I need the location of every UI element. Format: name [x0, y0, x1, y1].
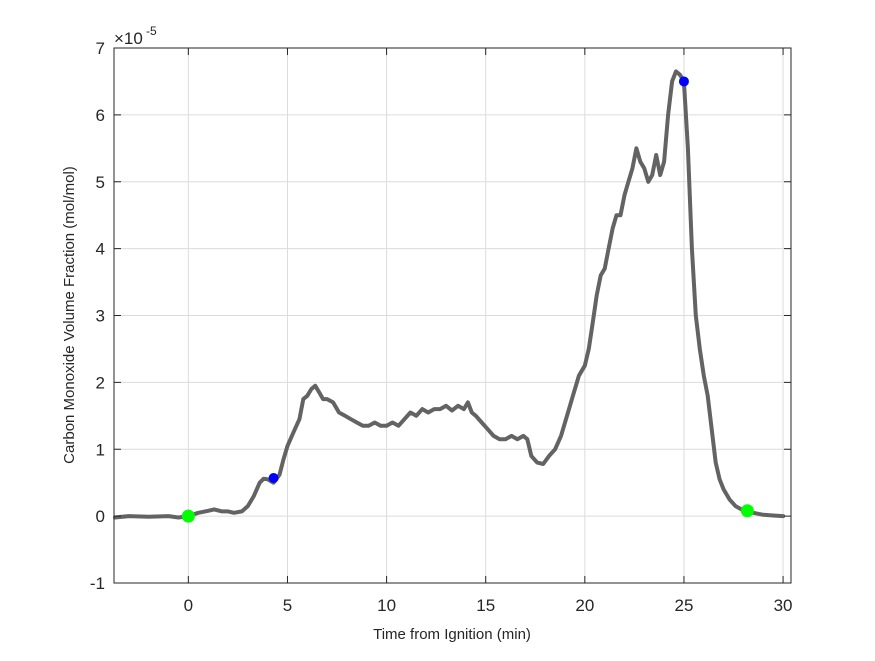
y-tick-label: 5 [96, 173, 105, 192]
co-series-line [113, 69, 786, 520]
y-tick-label: 7 [96, 39, 105, 58]
y-tick-label: 1 [96, 440, 105, 459]
marker-peak [678, 76, 689, 87]
y-exponent-label: ×10 -5 [114, 24, 157, 48]
y-tick-label: 0 [96, 507, 105, 526]
series-line [113, 69, 786, 520]
x-tick-label: 25 [674, 596, 693, 615]
y-tick-label: 2 [96, 373, 105, 392]
x-tick-label: 20 [575, 596, 594, 615]
axis-ticks [114, 47, 791, 584]
y-tick-label: 4 [96, 240, 105, 259]
event-markers [181, 76, 754, 523]
y-exponent-base: ×10 [114, 29, 143, 48]
y-tick-label: 3 [96, 307, 105, 326]
marker-end [740, 504, 754, 518]
x-tick-label: 0 [184, 596, 193, 615]
x-tick-labels: 0 5 10 15 20 25 30 [184, 596, 793, 615]
x-tick-label: 15 [476, 596, 495, 615]
marker-start [181, 509, 195, 523]
grid-lines [114, 47, 791, 584]
y-exponent-power: -5 [146, 24, 157, 38]
x-tick-label: 10 [377, 596, 396, 615]
y-tick-labels: -1 0 1 2 3 4 5 6 7 [90, 39, 105, 593]
x-tick-label: 5 [283, 596, 292, 615]
marker-phase-1 [268, 473, 279, 484]
y-tick-label: -1 [90, 574, 105, 593]
x-tick-label: 30 [774, 596, 793, 615]
x-axis-label: Time from Ignition (min) [373, 626, 531, 643]
y-tick-label: 6 [96, 106, 105, 125]
y-axis-label: Carbon Monoxide Volume Fraction (mol/mol… [61, 166, 78, 464]
